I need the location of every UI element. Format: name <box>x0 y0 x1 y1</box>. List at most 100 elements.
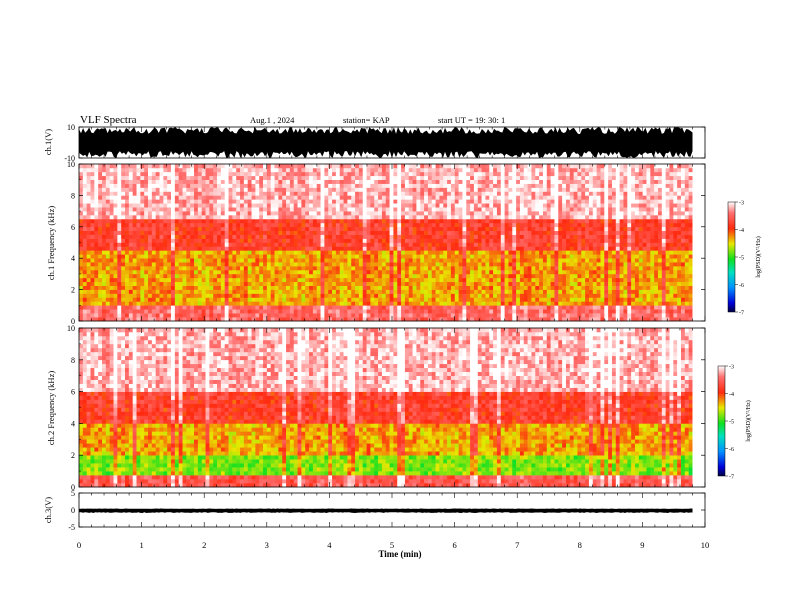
spectrogram-cell <box>148 230 153 235</box>
spectrogram-cell <box>554 222 559 228</box>
spectrogram-cell <box>500 297 505 302</box>
spectrogram-cell <box>539 305 544 310</box>
spectrogram-cell <box>493 281 498 286</box>
spectrogram-cell <box>125 199 130 204</box>
spectrogram-cell <box>240 207 245 212</box>
spectrogram-cell <box>443 266 448 271</box>
spectrogram-cell <box>385 293 390 298</box>
spectrogram-cell <box>677 293 682 298</box>
spectrogram-cell <box>243 262 248 267</box>
spectrogram-cell <box>358 289 364 294</box>
spectrogram-cell <box>558 289 563 294</box>
spectrogram-cell <box>592 207 597 212</box>
spectrogram-cell <box>259 309 264 314</box>
spectrogram-cell <box>155 199 160 204</box>
spectrogram-cell <box>240 317 245 322</box>
spectrogram-cell <box>435 277 440 283</box>
spectrogram-cell <box>128 199 133 204</box>
spectrogram-cell <box>102 211 107 216</box>
spectrogram-cell <box>132 218 137 224</box>
spectrogram-cell <box>209 218 214 224</box>
spectrogram-cell <box>98 238 103 243</box>
spectrogram-cell <box>289 289 295 294</box>
spectrogram-cell <box>539 218 544 224</box>
spectrogram-cell <box>581 254 586 259</box>
spectrogram-cell <box>98 195 103 200</box>
spectrogram-cell <box>677 207 682 212</box>
spectrogram-cell <box>573 269 578 275</box>
spectrogram-cell <box>531 215 536 220</box>
spectrogram-cell <box>381 246 387 251</box>
spectrogram-cell <box>604 317 609 322</box>
spectrogram-cell <box>611 222 617 228</box>
spectrogram-cell <box>236 250 241 255</box>
spectrogram-cell <box>194 317 199 322</box>
spectrogram-cell <box>523 242 528 247</box>
spectrogram-cell <box>585 238 590 243</box>
spectrogram-cell <box>404 238 410 243</box>
spectrogram-cell <box>519 285 525 290</box>
spectrogram-cell <box>94 309 99 314</box>
spectrogram-cell <box>282 297 287 302</box>
spectrogram-cell <box>665 285 670 290</box>
spectrogram-cell <box>105 293 110 298</box>
spectrogram-cell <box>263 207 268 212</box>
spectrogram-cell <box>324 269 329 275</box>
spectrogram-cell <box>374 297 379 302</box>
spectrogram-cell <box>190 215 195 220</box>
spectrogram-cell <box>358 211 364 216</box>
spectrogram-cell <box>140 218 145 224</box>
spectrogram-cell <box>224 203 229 208</box>
spectrogram-cell <box>535 242 540 247</box>
spectrogram-cell <box>339 289 344 294</box>
spectrogram-cell <box>182 266 187 271</box>
spectrogram-cell <box>128 317 133 322</box>
spectrogram-cell <box>462 277 467 283</box>
spectrogram-cell <box>397 277 402 283</box>
spectrogram-cell <box>94 246 99 251</box>
spectrogram-cell <box>167 269 172 275</box>
spectrogram-cell <box>140 250 145 255</box>
spectrogram-cell <box>596 230 601 235</box>
spectrogram-cell <box>366 254 371 259</box>
spectrogram-cell <box>125 277 130 283</box>
spectrogram-cell <box>125 242 130 247</box>
spectrogram-cell <box>182 273 187 279</box>
spectrogram-cell <box>654 285 659 290</box>
spectrogram-cell <box>619 309 624 314</box>
spectrogram-cell <box>332 234 337 239</box>
spectrogram-cell <box>155 222 160 228</box>
spectrogram-cell <box>466 258 471 263</box>
spectrogram-cell <box>178 266 183 271</box>
spectrogram-cell <box>493 246 498 251</box>
spectrogram-cell <box>619 277 624 283</box>
spectrogram-cell <box>236 269 241 275</box>
spectrogram-cell <box>519 305 525 310</box>
spectrogram-cell <box>255 309 260 314</box>
spectrogram-cell <box>381 317 387 322</box>
spectrogram-cell <box>408 281 413 286</box>
spectrogram-cell <box>443 254 448 259</box>
spectrogram-cell <box>516 230 521 235</box>
spectrogram-cell <box>121 317 126 322</box>
spectrogram-cell <box>634 289 640 294</box>
spectrogram-cell <box>343 246 348 251</box>
spectrogram-cell <box>316 269 321 275</box>
spectrogram-cell <box>370 317 375 322</box>
spectrogram-cell <box>213 289 218 294</box>
spectrogram-cell <box>558 230 563 235</box>
spectrogram-cell <box>186 258 191 263</box>
spectrogram-cell <box>424 285 429 290</box>
spectrogram-cell <box>328 277 333 283</box>
spectrogram-cell <box>443 226 448 232</box>
spectrogram-cell <box>159 317 164 322</box>
spectrogram-cell <box>355 242 360 247</box>
spectrogram-cell <box>86 211 91 216</box>
spectrogram-cell <box>508 309 513 314</box>
spectrogram-cell <box>132 246 137 251</box>
spectrogram-cell <box>397 238 402 243</box>
spectrogram-cell <box>519 250 525 255</box>
spectrogram-cell <box>301 313 306 318</box>
spectrogram-cell <box>278 258 283 263</box>
spectrogram-cell <box>477 269 482 275</box>
